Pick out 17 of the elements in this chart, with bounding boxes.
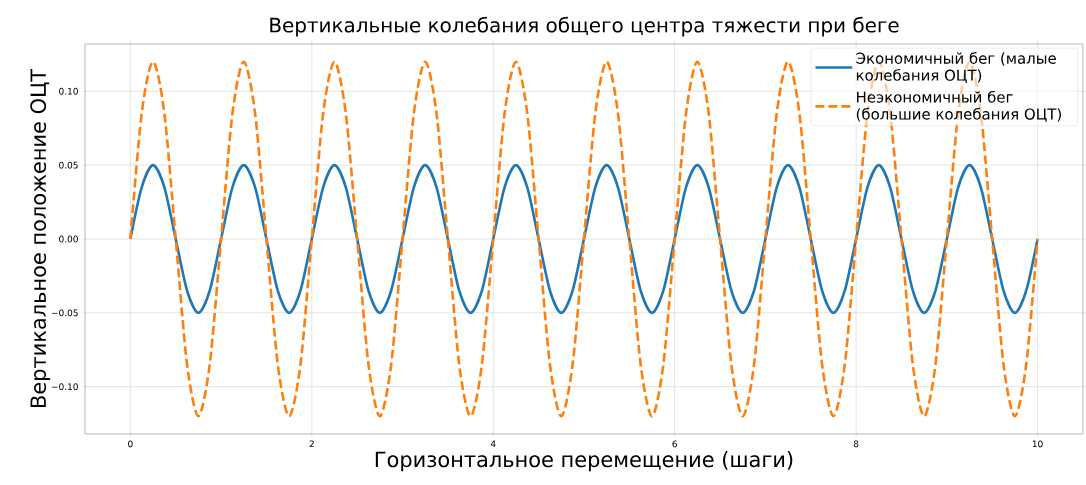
x-tick-label: 0 [128, 440, 133, 448]
y-tick-label: 0.10 [59, 87, 78, 95]
line-series [129, 163, 1039, 315]
x-tick-label: 10 [1032, 440, 1043, 448]
legend-label: Неэкономичный бег (большие колебания ОЦТ) [856, 90, 1061, 122]
y-axis-title: Вертикальное положение ОЦТ [30, 68, 51, 407]
y-tick-label: −0.05 [51, 309, 78, 317]
x-tick-label: 4 [490, 440, 496, 448]
legend-label: Экономичный бег (малые колебания ОЦТ) [856, 52, 1056, 83]
x-axis-title: Горизонтальное перемещение (шаги) [375, 451, 793, 472]
y-tick-label: 0.05 [59, 161, 78, 169]
x-tick-label: 8 [853, 440, 859, 448]
y-tick-label: −0.10 [51, 383, 78, 391]
y-tick-label: 0.00 [59, 235, 78, 243]
x-tick-label: 6 [672, 440, 677, 448]
x-tick-label: 2 [309, 440, 314, 448]
chart-title: Вертикальные колебания общего центра тяжести при беге [270, 16, 899, 37]
